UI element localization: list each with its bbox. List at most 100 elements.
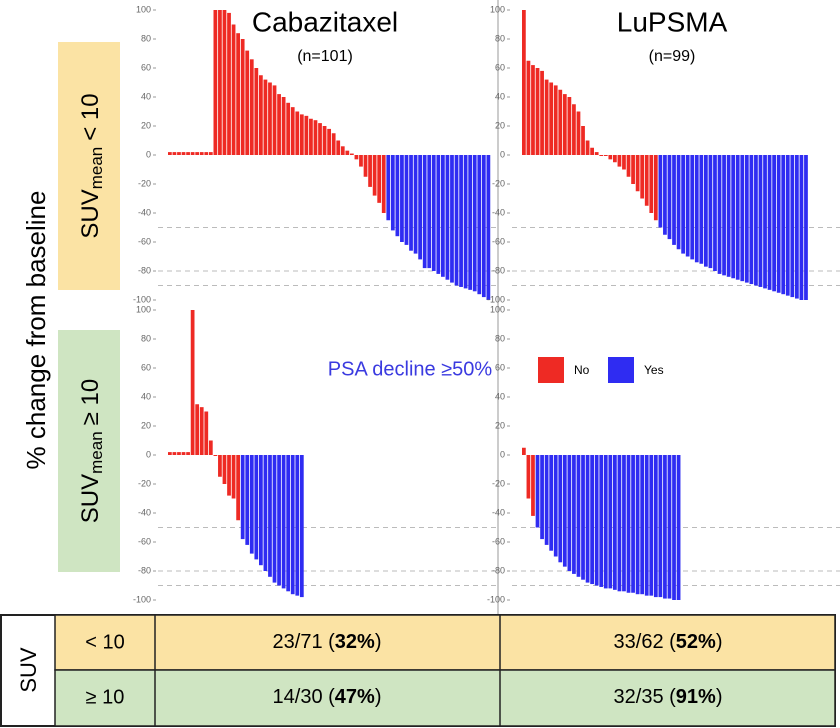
bar (672, 155, 676, 245)
bar (663, 155, 667, 235)
bar (594, 152, 599, 155)
cell-part: 91% (676, 686, 716, 708)
bar (231, 24, 236, 155)
bar (227, 12, 231, 156)
bar (390, 155, 395, 231)
bar (486, 155, 491, 300)
bar (190, 152, 195, 155)
bar (208, 152, 213, 155)
bar (572, 455, 576, 574)
y-tick-label: 0 (146, 149, 151, 159)
bar (526, 60, 531, 155)
y-tick-label: 100 (490, 4, 505, 14)
bar (581, 455, 585, 580)
bar (585, 140, 590, 155)
y-tick-label: 0 (500, 449, 505, 459)
bar (804, 155, 808, 300)
column-title: Cabazitaxel (252, 6, 398, 37)
y-tick-label: 0 (500, 149, 505, 159)
bar (172, 452, 177, 455)
bar (295, 111, 300, 155)
bar (422, 155, 427, 269)
bar (535, 455, 540, 528)
bar (676, 155, 681, 250)
y-tick-label: -20 (138, 478, 151, 488)
bar (431, 155, 436, 271)
bar (354, 155, 359, 160)
bar (190, 310, 195, 455)
bar (622, 155, 626, 170)
bar (726, 155, 731, 277)
cell-part: 14/30 ( (273, 686, 336, 708)
y-tick-label: 40 (141, 91, 151, 101)
bar (268, 455, 272, 577)
bar (459, 155, 463, 287)
bar (549, 455, 554, 551)
bar (558, 455, 563, 563)
y-tick-label: -60 (492, 236, 505, 246)
bar (400, 155, 404, 242)
bar (309, 118, 313, 155)
bar (168, 452, 172, 455)
bar (613, 455, 617, 590)
bar (181, 452, 186, 455)
bar (735, 155, 740, 280)
bar (204, 152, 209, 155)
bar (644, 155, 649, 206)
legend-label: No (574, 363, 590, 377)
row-label-sub: mean (87, 431, 106, 474)
bar (626, 455, 631, 593)
bar (681, 155, 685, 254)
bar (418, 155, 422, 260)
bar (336, 140, 341, 155)
bar (454, 155, 459, 286)
cell-part: ) (375, 631, 382, 653)
bar (540, 455, 544, 540)
column-subtitle: (n=99) (649, 48, 696, 65)
bar (731, 155, 736, 279)
bar (585, 455, 590, 583)
bar (409, 155, 413, 251)
bar (676, 455, 681, 600)
bar (236, 33, 240, 156)
y-tick-label: 100 (490, 304, 505, 314)
bar (799, 155, 804, 300)
y-tick-label: -100 (487, 594, 505, 604)
table-row (54, 614, 836, 671)
bar (249, 455, 254, 554)
y-tick-label: 20 (141, 120, 151, 130)
cell-part: ) (716, 631, 723, 653)
bar (544, 79, 549, 155)
bar (567, 455, 572, 571)
y-tick-label: 60 (141, 62, 151, 72)
row-label-box (58, 42, 120, 290)
bar (186, 152, 190, 155)
bar (245, 50, 250, 155)
bar (286, 102, 291, 155)
bar (526, 455, 531, 499)
y-tick-label: -100 (133, 294, 151, 304)
bar (653, 155, 658, 221)
bar (704, 155, 708, 267)
bar (299, 114, 304, 155)
bar (613, 155, 617, 163)
bar (195, 152, 200, 155)
bar (744, 155, 749, 283)
bar (381, 155, 386, 213)
bar (331, 133, 336, 155)
bar (218, 10, 222, 155)
bar (631, 155, 635, 184)
y-tick-label: 60 (141, 362, 151, 372)
row-label-rest: ≥ 10 (77, 379, 104, 426)
bar (318, 123, 322, 155)
bar (208, 440, 213, 455)
column-title: LuPSMA (617, 6, 728, 37)
bar (481, 155, 486, 298)
bar (531, 65, 535, 155)
bar (327, 128, 331, 155)
bar (254, 455, 259, 560)
bar (240, 39, 245, 155)
bar (740, 155, 745, 282)
bar (785, 155, 790, 296)
cell-part: ) (375, 686, 382, 708)
